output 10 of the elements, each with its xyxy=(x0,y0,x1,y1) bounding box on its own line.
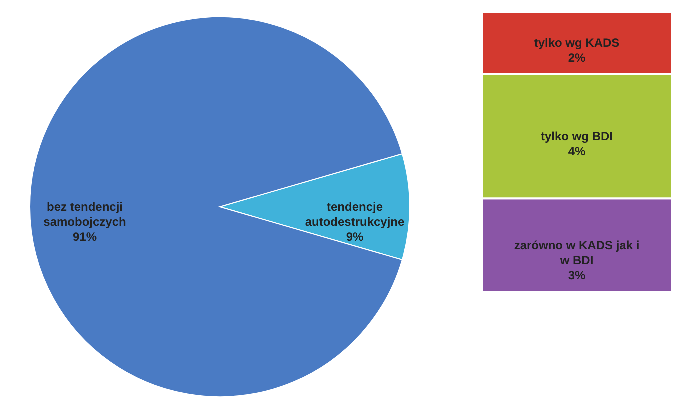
series-label: tylko wg BDI xyxy=(540,129,614,144)
slice-label: tendencje autodestrukcyjne xyxy=(305,200,405,229)
data-label: 3% xyxy=(568,268,586,282)
series-label: tylko wg KADS xyxy=(534,36,620,50)
data-label: 2% xyxy=(568,51,586,66)
data-label: 91% xyxy=(72,230,98,244)
slice-label: bez tendencji samobojczych xyxy=(44,200,126,229)
series-label: zarówno w KADS jak i w BDI xyxy=(514,238,640,268)
data-label: 4% xyxy=(568,144,586,158)
data-label: 9% xyxy=(346,230,364,244)
